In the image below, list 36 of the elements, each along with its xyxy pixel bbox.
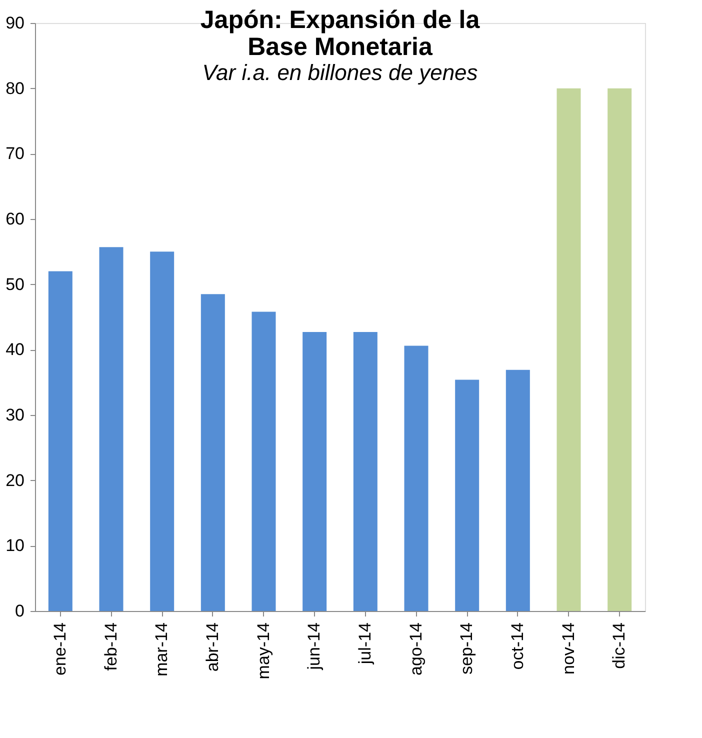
bar	[252, 312, 276, 611]
bar	[455, 380, 480, 611]
bar	[556, 88, 581, 611]
x-tick-label: dic-14	[610, 622, 629, 669]
x-tick-label: jul-14	[355, 622, 374, 666]
bar	[200, 294, 225, 611]
y-tick-label: 50	[6, 274, 24, 294]
y-tick-label: 60	[6, 210, 24, 228]
x-tick-label: nov-14	[558, 622, 578, 674]
x-tick-label: oct-14	[508, 622, 527, 670]
bar	[302, 332, 327, 611]
x-tick-label: ago-14	[406, 622, 426, 676]
y-tick-label: 10	[6, 536, 24, 556]
y-tick-label: 70	[6, 144, 24, 164]
bar	[48, 271, 72, 611]
x-tick-label: abr-14	[202, 622, 222, 672]
chart-title: Japón: Expansión de la Base Monetaria	[200, 6, 481, 61]
x-tick-label: feb-14	[101, 622, 120, 671]
x-tick-label: jun-14	[304, 622, 324, 671]
bar	[404, 346, 428, 611]
x-tick-label: sep-14	[457, 622, 476, 674]
bar	[99, 247, 124, 611]
bar	[506, 370, 530, 611]
x-tick-label: may-14	[254, 622, 273, 680]
bar	[353, 332, 378, 611]
x-tick-label: ene-14	[50, 622, 70, 676]
y-tick-label: 80	[6, 78, 24, 98]
x-tick-label: mar-14	[152, 622, 172, 676]
bar	[150, 252, 174, 611]
y-tick-label: 0	[15, 602, 24, 620]
text: Var i.a. en billones de yenes	[202, 60, 478, 85]
y-tick-label: 90	[6, 14, 24, 32]
y-tick-label: 40	[6, 340, 24, 360]
y-tick-label: 30	[6, 406, 24, 424]
bar	[608, 88, 632, 611]
y-tick-label: 20	[6, 470, 24, 490]
